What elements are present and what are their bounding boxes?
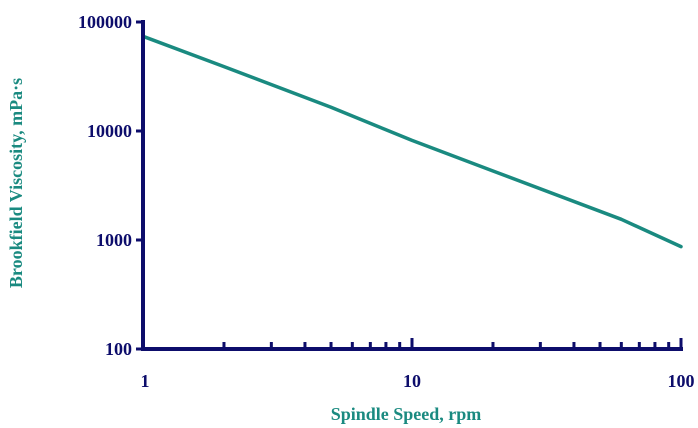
y-tick-label-10000: 10000 (87, 121, 132, 141)
x-tick-label-10: 10 (403, 371, 421, 391)
y-tick-label-1000: 1000 (96, 230, 132, 250)
y-tick-label-100000: 100000 (78, 12, 132, 32)
plot-area (141, 34, 683, 249)
series-line-0 (141, 34, 683, 249)
x-tick-label-1: 1 (141, 371, 150, 391)
axes (136, 20, 683, 351)
x-tick-label-100: 100 (668, 371, 695, 391)
y-axis-title: Brookfield Viscosity, mPa·s (6, 78, 26, 288)
x-axis-title: Spindle Speed, rpm (331, 404, 482, 424)
tick-labels: 100 1000 10000 100000 1 10 100 (78, 12, 695, 391)
y-tick-label-100: 100 (105, 339, 132, 359)
